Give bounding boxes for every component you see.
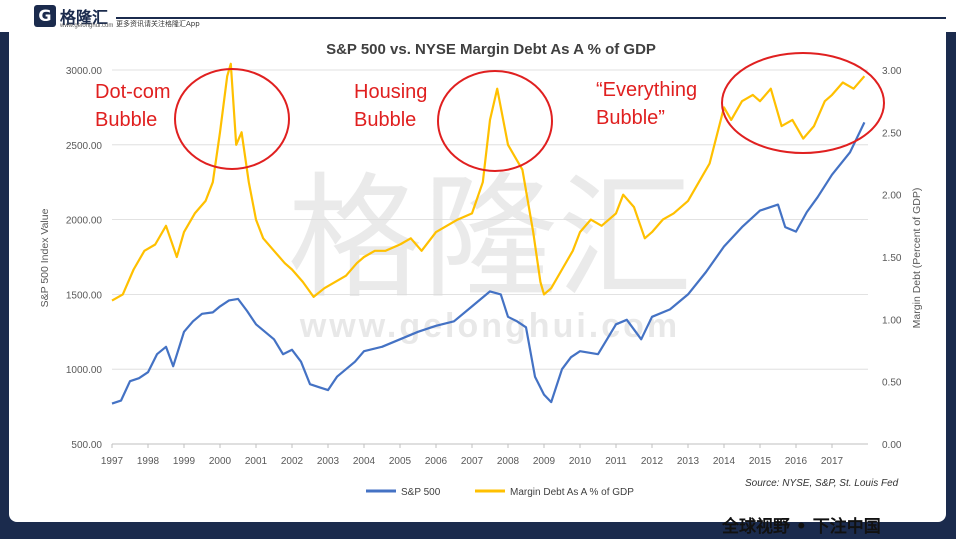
- brand-name: 格隆汇: [60, 8, 109, 27]
- everything-circle: [721, 52, 885, 154]
- dotcom-label-line2: Bubble: [95, 109, 157, 131]
- y-axis-left: 500.00 1000.00 1500.00 2000.00 2500.00 3000.0…: [66, 66, 103, 451]
- x-tick-label: 2003: [317, 456, 340, 467]
- header-divider: [116, 17, 946, 19]
- y-tick-label: 1500.00: [66, 290, 103, 301]
- header-bar: G 格隆汇 www.gelonghui.com 更多资讯请关注格隆汇App: [0, 0, 956, 32]
- y2-tick-label: 1.00: [882, 315, 902, 326]
- x-tick-label: 2016: [785, 456, 808, 467]
- y2-tick-label: 1.50: [882, 253, 902, 264]
- x-tick-label: 1998: [137, 456, 160, 467]
- x-tick-label: 1999: [173, 456, 196, 467]
- brand-tagline: 更多资讯请关注格隆汇App: [116, 20, 200, 28]
- y2-axis-label: Margin Debt (Percent of GDP): [911, 188, 923, 329]
- housing-circle: [437, 70, 553, 172]
- housing-label-line2: Bubble: [354, 109, 416, 131]
- chart-title: S&P 500 vs. NYSE Margin Debt As A % of G…: [326, 41, 656, 58]
- x-tick-label: 2012: [641, 456, 664, 467]
- dotcom-circle: [174, 68, 290, 170]
- chart-card: [9, 17, 946, 522]
- y-tick-label: 1000.00: [66, 365, 103, 376]
- y-axis-label: S&P 500 Index Value: [39, 208, 51, 307]
- dotcom-label-line1: Dot-com: [95, 81, 171, 103]
- x-tick-label: 2015: [749, 456, 772, 467]
- legend: S&P 500 Margin Debt As A % of GDP: [366, 487, 634, 498]
- x-tick-label: 2014: [713, 456, 736, 467]
- bottom-slogan: 全球视野 • 下注中国: [722, 517, 881, 537]
- x-tick-label: 2008: [497, 456, 520, 467]
- y2-tick-label: 0.50: [882, 378, 902, 389]
- brand-url: www.gelonghui.com: [60, 23, 114, 29]
- housing-label-line1: Housing: [354, 81, 427, 103]
- watermark: 格隆汇 www.gelonghui.com: [288, 160, 693, 345]
- y-tick-label: 2500.00: [66, 141, 103, 152]
- x-tick-label: 2004: [353, 456, 376, 467]
- annotations: Dot-com Bubble Housing Bubble “Everythin…: [95, 52, 885, 172]
- source-note: Source: NYSE, S&P, St. Louis Fed: [745, 478, 899, 489]
- y-tick-label: 3000.00: [66, 66, 103, 77]
- everything-label-line2: Bubble”: [596, 107, 665, 129]
- y2-tick-label: 3.00: [882, 66, 902, 77]
- x-tick-label: 2017: [821, 456, 844, 467]
- x-tick-label: 2009: [533, 456, 556, 467]
- series-line-margin-debt: [111, 62, 866, 302]
- x-tick-label: 2013: [677, 456, 700, 467]
- x-tick-label: 2000: [209, 456, 232, 467]
- legend-label-margin-debt: Margin Debt As A % of GDP: [510, 487, 634, 498]
- x-axis: 1997 1998 1999 2000 2001 2002 2003 2004 2005 2006…: [101, 443, 868, 467]
- brand-logo-icon: G: [34, 5, 56, 27]
- y-tick-label: 500.00: [71, 440, 102, 451]
- x-tick-label: 2007: [461, 456, 484, 467]
- everything-label-line1: “Everything: [596, 79, 697, 101]
- watermark-cn: 格隆汇: [288, 160, 693, 317]
- x-tick-label: 2011: [605, 456, 627, 467]
- y2-tick-label: 2.00: [882, 191, 902, 202]
- x-tick-label: 2002: [281, 456, 304, 467]
- x-tick-label: 2001: [245, 456, 268, 467]
- watermark-url: www.gelonghui.com: [299, 307, 680, 345]
- y2-tick-label: 2.50: [882, 128, 902, 139]
- x-tick-label: 2005: [389, 456, 412, 467]
- y-axis-right: 0.00 0.50 1.00 1.50 2.00 2.50 3.00: [882, 66, 902, 451]
- x-tick-label: 1997: [101, 456, 124, 467]
- series-line-sp500: [111, 121, 866, 405]
- y2-tick-label: 0.00: [882, 440, 902, 451]
- x-tick-label: 2010: [569, 456, 592, 467]
- x-tick-label: 2006: [425, 456, 448, 467]
- y-tick-label: 2000.00: [66, 216, 103, 227]
- legend-label-sp500: S&P 500: [401, 487, 441, 498]
